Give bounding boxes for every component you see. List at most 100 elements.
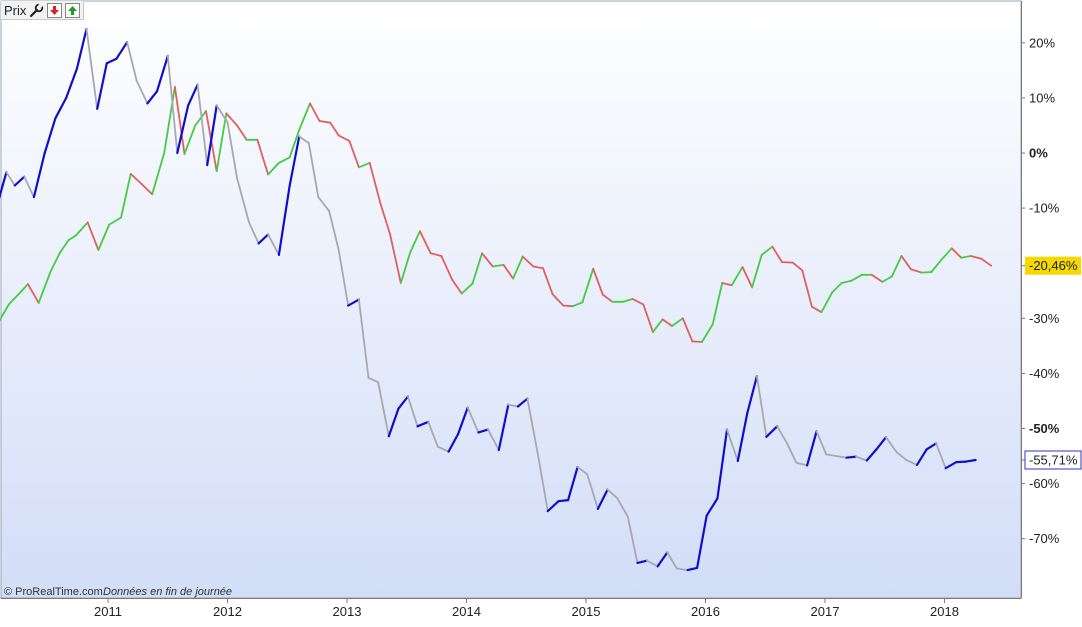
series-2-segment — [135, 79, 149, 105]
series-2-segment — [257, 233, 270, 245]
series-2-segment — [606, 488, 618, 499]
series-2-segment — [885, 436, 898, 454]
x-tick-label: 2015 — [572, 604, 601, 619]
series-2-segment — [765, 425, 779, 438]
series-2-segment — [466, 406, 480, 434]
series-1-segment — [337, 134, 351, 142]
series-1-segment — [562, 304, 574, 308]
series-1-segment — [671, 317, 684, 327]
series-2-segment — [795, 461, 808, 467]
series-2-segment — [457, 406, 469, 436]
series-1-segment — [491, 263, 505, 268]
series-2-segment — [126, 41, 138, 82]
series-2-segment — [187, 83, 199, 107]
series-1-segment — [601, 293, 614, 303]
series-1-segment — [950, 247, 963, 259]
copyright-notice: © ProRealTime.com Données en fin de jour… — [4, 586, 232, 598]
series-1-segment — [256, 138, 270, 176]
y-tick-label: -70% — [1029, 531, 1060, 546]
series-1-segment — [379, 202, 391, 235]
series-2-segment — [288, 135, 301, 188]
x-tick-label: 2011 — [94, 604, 122, 619]
series-1-segment — [451, 278, 463, 295]
last-value-label: -20,46% — [1029, 258, 1078, 273]
series-2-segment — [557, 499, 570, 503]
series-2-segment — [436, 445, 450, 453]
copyright-brand: © ProRealTime.com — [4, 586, 103, 598]
y-tick-label: -30% — [1029, 311, 1060, 326]
series-2-segment — [805, 430, 818, 467]
series-1-segment — [969, 255, 983, 260]
series-2-segment — [226, 121, 239, 180]
series-1-segment — [19, 283, 29, 293]
series-2-segment — [526, 397, 540, 458]
series-1-segment — [183, 124, 197, 156]
series-2-segment — [367, 376, 380, 384]
toolbar: Prix — [1, 1, 85, 20]
series-2-segment — [596, 488, 609, 510]
x-tick-label: 2016 — [691, 604, 720, 619]
series-2-segment — [5, 171, 16, 187]
series-1-segment — [891, 255, 903, 278]
series-1-segment — [542, 267, 554, 296]
series-1-segment — [820, 291, 834, 314]
series-2-segment — [955, 460, 968, 464]
green-up-arrow-icon[interactable] — [65, 2, 81, 18]
series-2-segment — [397, 395, 409, 410]
series-2-segment — [146, 90, 159, 105]
series-2-segment — [196, 83, 209, 167]
series-1-segment — [811, 305, 823, 314]
series-2-segment — [406, 395, 419, 428]
series-1-segment — [298, 102, 311, 131]
series-1-segment — [194, 110, 207, 127]
series-1-segment — [357, 161, 371, 169]
series-1-segment — [267, 161, 280, 176]
last-value-badge-2 — [1024, 450, 1082, 470]
red-down-arrow-icon[interactable] — [47, 2, 63, 18]
series-2-segment — [537, 455, 549, 513]
series-1-segment — [236, 124, 248, 141]
series-2-segment — [756, 375, 768, 438]
series-1-segment — [831, 282, 843, 294]
series-1-segment — [711, 282, 724, 326]
series-1-segment — [67, 234, 77, 242]
series-2-segment — [416, 420, 430, 428]
series-2-segment — [746, 375, 759, 415]
series-1-segment — [572, 301, 584, 308]
series-1-segment — [881, 275, 893, 283]
last-value-label: -55,71% — [1029, 453, 1078, 468]
series-1-segment — [930, 259, 942, 273]
x-tick-label: 2013 — [333, 604, 362, 619]
series-2-segment — [427, 420, 439, 448]
series-2-segment — [695, 514, 708, 570]
series-2-segment — [666, 551, 678, 570]
series-2-segment — [636, 559, 649, 565]
y-tick-label: -40% — [1029, 366, 1060, 381]
series-2-segment — [546, 500, 560, 513]
series-2-segment — [65, 67, 79, 100]
series-2-segment — [656, 551, 669, 568]
wrench-icon[interactable] — [29, 2, 45, 18]
series-2-segment — [776, 425, 788, 444]
series-1-segment — [151, 152, 166, 196]
series-1-segment — [318, 120, 332, 124]
series-1-segment — [86, 221, 100, 251]
series-2-segment — [576, 466, 589, 476]
series-1-segment — [129, 172, 143, 185]
series-1-segment — [870, 273, 884, 283]
series-2-segment — [357, 298, 370, 379]
series-1-segment — [277, 156, 291, 164]
series-1-segment — [781, 261, 794, 264]
copyright-note: Données en fin de journée — [103, 586, 232, 598]
y-tick-label: -10% — [1029, 201, 1060, 216]
series-1-segment — [532, 265, 544, 270]
series-1-segment — [980, 257, 992, 267]
series-1-segment — [910, 268, 923, 274]
series-2-segment — [726, 428, 739, 462]
series-1-segment — [225, 112, 239, 127]
series-2-segment — [166, 55, 179, 154]
series-1-segment — [631, 298, 645, 306]
series-2-segment — [215, 104, 229, 123]
series-1-segment — [140, 182, 154, 196]
